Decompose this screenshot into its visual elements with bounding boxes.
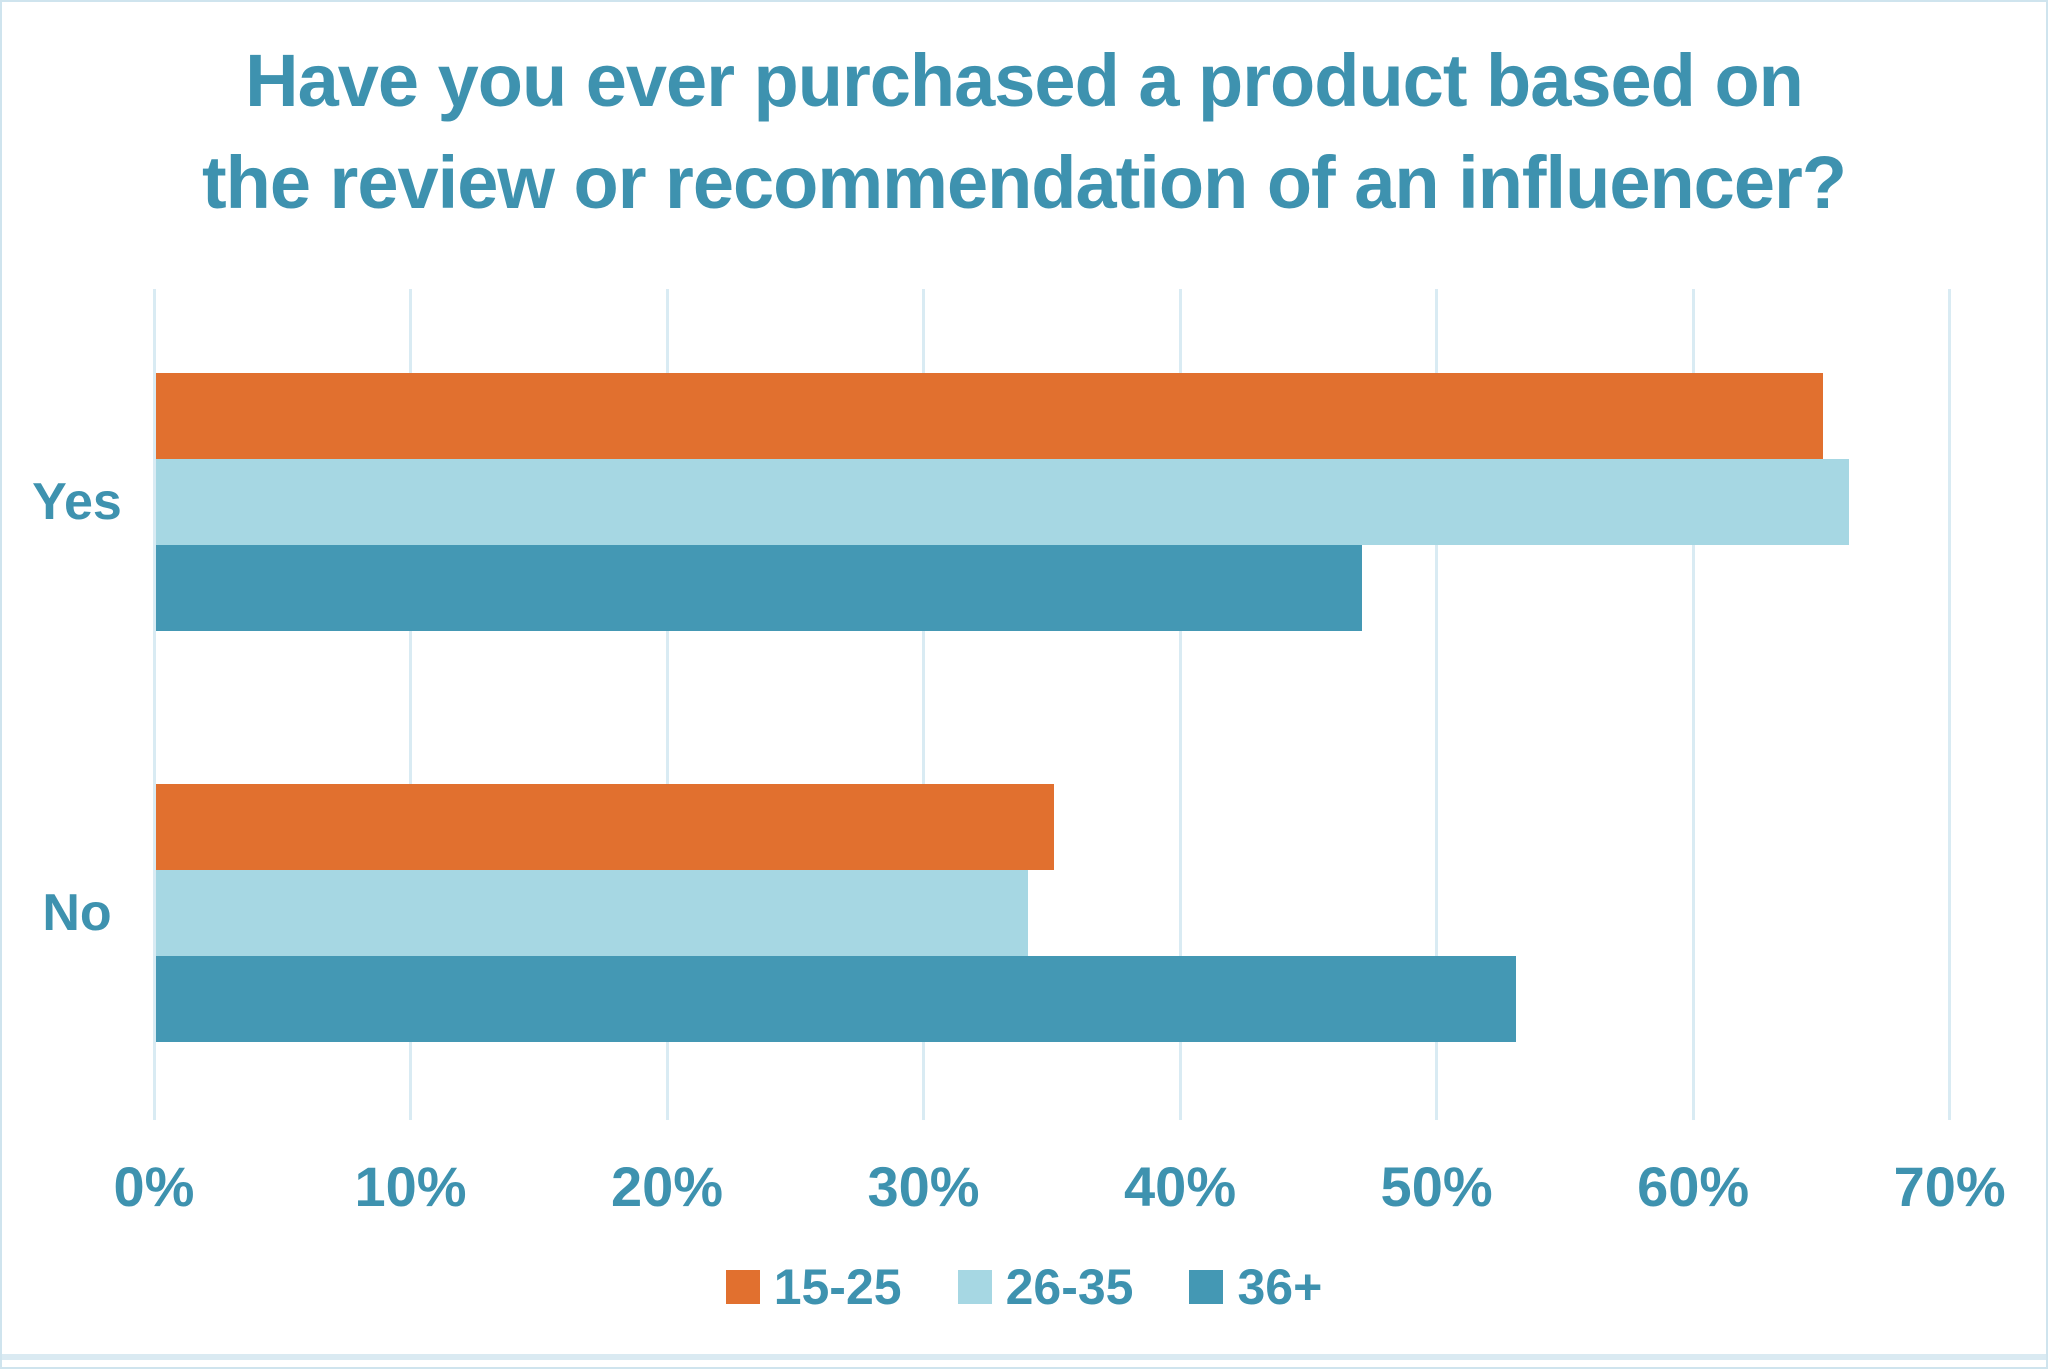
bar-yes-26-35 [156, 459, 1850, 545]
gridline-50% [1435, 289, 1439, 1120]
legend: 15-25 26-35 36+ [2, 1258, 2046, 1316]
gridline-60% [1691, 289, 1695, 1120]
x-tick-label-20%: 20% [610, 1155, 724, 1218]
legend-swatch-26-35 [957, 1270, 992, 1304]
bar-no-15-25 [156, 784, 1054, 870]
legend-label-15-25: 15-25 [773, 1259, 902, 1315]
gridline-20% [665, 289, 669, 1120]
bar-no-26-35 [156, 870, 1029, 956]
bar-yes-15-25 [156, 373, 1824, 459]
legend-swatch-36+ [1189, 1270, 1224, 1304]
x-tick-label-60%: 60% [1637, 1155, 1750, 1218]
legend-label-26-35: 26-35 [1005, 1259, 1134, 1315]
x-tick-label-30%: 30% [867, 1155, 980, 1218]
legend-item-26-35: 26-35 [957, 1258, 1134, 1316]
chart-title: Have you ever purchased a product based … [2, 30, 2046, 234]
x-tick-label-0%: 0% [113, 1155, 195, 1218]
bottom-accent-line [2, 1354, 2046, 1360]
category-label-yes: Yes [32, 473, 122, 531]
x-tick-label-50%: 50% [1380, 1155, 1493, 1218]
legend-item-15-25: 15-25 [725, 1258, 902, 1316]
gridline-30% [922, 289, 926, 1120]
bar-yes-36+ [156, 545, 1362, 631]
chart-title-line2: the review or recommendation of an influ… [201, 141, 1847, 224]
bar-no-36+ [156, 956, 1516, 1042]
x-tick-label-10%: 10% [354, 1155, 467, 1218]
gridline-10% [409, 289, 413, 1120]
legend-item-36+: 36+ [1189, 1258, 1322, 1316]
legend-label-36+: 36+ [1237, 1259, 1323, 1315]
chart-title-line1: Have you ever purchased a product based … [245, 39, 1804, 122]
legend-swatch-15-25 [725, 1270, 760, 1304]
x-tick-label-70%: 70% [1893, 1155, 2006, 1218]
gridline-70% [1948, 289, 1952, 1120]
gridline-0% [152, 289, 156, 1120]
gridline-40% [1178, 289, 1182, 1120]
x-tick-label-40%: 40% [1124, 1155, 1237, 1218]
category-label-no: No [42, 884, 112, 942]
